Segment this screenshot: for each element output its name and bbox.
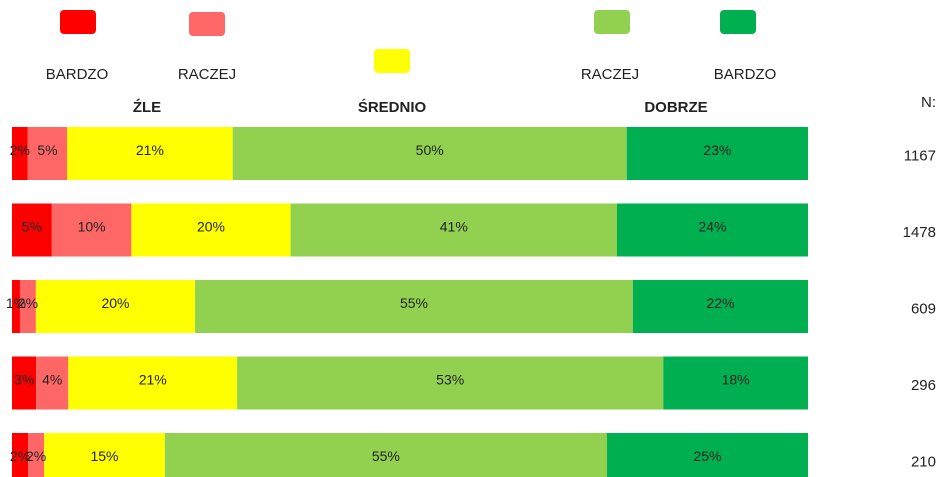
bar-segment — [131, 203, 291, 257]
n-value: 1478 — [903, 224, 936, 241]
n-value: 296 — [911, 377, 936, 394]
group-label: ŹLE — [133, 99, 161, 116]
bar-segment — [12, 433, 29, 477]
legend-swatch — [374, 49, 410, 73]
bar-segment — [12, 356, 37, 410]
data-label: 21% — [136, 142, 164, 158]
data-label: 24% — [698, 219, 726, 235]
data-label: 22% — [706, 295, 734, 311]
bar-segment — [290, 203, 617, 257]
n-value: 1167 — [904, 147, 936, 164]
bar-segment — [12, 127, 28, 180]
data-label: 23% — [703, 142, 731, 158]
data-label: 25% — [693, 448, 721, 464]
bar-segment — [606, 433, 808, 477]
bar-segment — [36, 356, 69, 410]
legend-label: BARDZO — [714, 66, 777, 83]
data-label: 50% — [416, 142, 444, 158]
bar-segment — [44, 433, 165, 477]
legend-label: BARDZO — [46, 66, 109, 83]
n-value: 210 — [911, 453, 936, 470]
bar-segment — [51, 203, 132, 257]
legend-swatch — [594, 10, 630, 34]
bar-segment — [27, 127, 68, 180]
legend-swatch — [720, 10, 756, 34]
data-label: 5% — [37, 142, 57, 158]
legend-swatch — [60, 10, 96, 34]
legend-label: RACZEJ — [178, 66, 236, 83]
data-label: 20% — [197, 219, 225, 235]
legend-swatch — [189, 12, 225, 36]
bar-segment — [12, 280, 20, 333]
data-label: 1% — [6, 295, 26, 311]
n-value: 609 — [911, 300, 936, 317]
n-header: N: — [921, 94, 936, 111]
data-label: 55% — [400, 295, 428, 311]
data-label: 21% — [139, 372, 167, 388]
data-label: 53% — [436, 372, 464, 388]
bar-segment — [195, 280, 633, 333]
data-label: 2% — [10, 448, 30, 464]
data-label: 41% — [440, 219, 468, 235]
data-label: 2% — [18, 295, 38, 311]
bar-segment — [663, 356, 808, 410]
bar-segment — [12, 203, 52, 257]
bar-segment — [626, 127, 808, 180]
bar-segment — [164, 433, 607, 477]
bar-segment — [35, 280, 196, 333]
bar-segment — [616, 203, 808, 257]
data-label: 2% — [26, 448, 46, 464]
group-label: ŚREDNIO — [358, 98, 427, 116]
data-label: 3% — [14, 372, 34, 388]
bar-segment — [237, 356, 664, 410]
data-label: 20% — [101, 295, 129, 311]
data-label: 4% — [42, 372, 62, 388]
bar-segment — [67, 127, 233, 180]
bar-segment — [68, 356, 238, 410]
data-label: 18% — [722, 372, 750, 388]
data-label: 2% — [10, 142, 30, 158]
bar-segment — [19, 280, 36, 333]
legend-label: RACZEJ — [581, 66, 639, 83]
data-label: 55% — [372, 448, 400, 464]
data-label: 15% — [90, 448, 118, 464]
bar-segment — [28, 433, 45, 477]
group-label: DOBRZE — [644, 99, 707, 116]
data-label: 10% — [78, 219, 106, 235]
bar-segment — [632, 280, 808, 333]
data-label: 5% — [22, 219, 42, 235]
bar-segment — [232, 127, 627, 180]
